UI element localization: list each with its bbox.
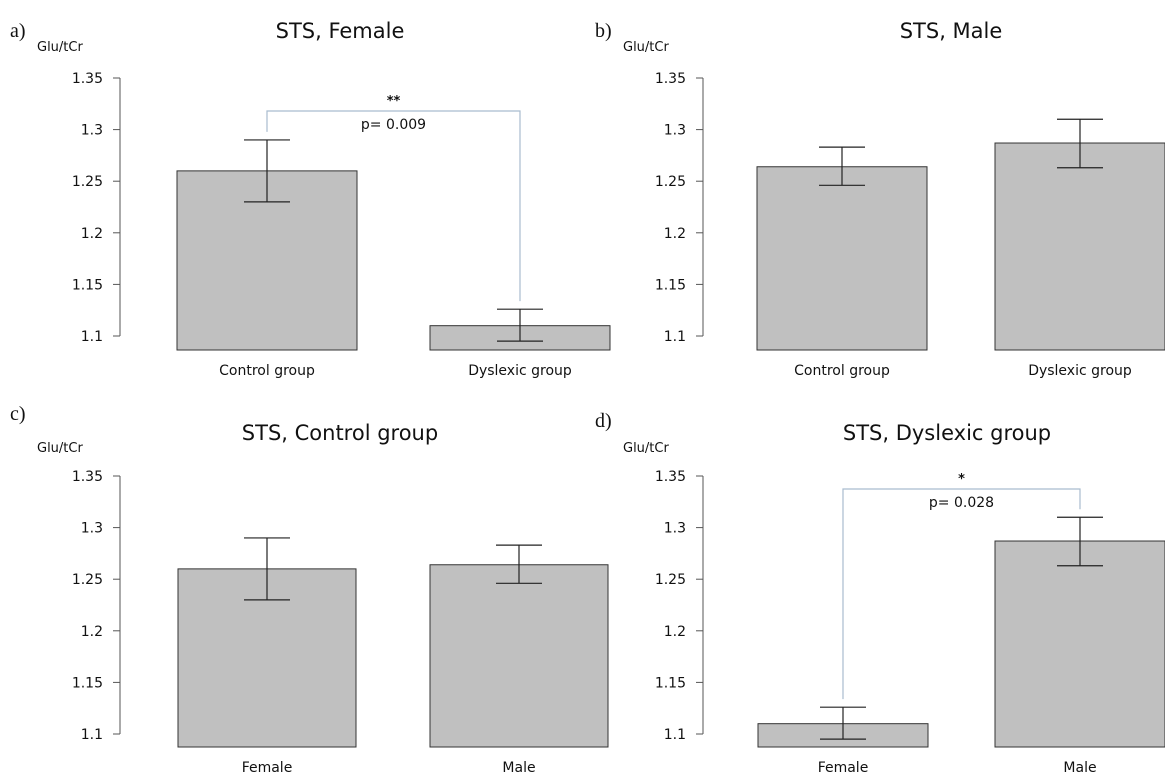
significance-bracket: [266, 110, 521, 302]
bar: [994, 540, 1165, 748]
chart-title: STS, Control group: [242, 421, 438, 445]
y-axis-label: Glu/tCr: [623, 40, 669, 55]
y-tick-label: 1.3: [81, 521, 103, 537]
y-tick-label: 1.1: [81, 329, 103, 345]
chart-panel: c) STS, Control group Glu/tCr 1.35 1.3 1.25 1.…: [10, 403, 609, 776]
y-tick-label: 1.1: [81, 727, 103, 743]
panel-letter: a): [10, 20, 26, 42]
significance-bracket: [842, 488, 1081, 700]
y-tick-label: 1.2: [664, 226, 686, 242]
y-tick-label: 1.35: [655, 71, 686, 87]
category-label: Control group: [219, 363, 315, 379]
category-label: Male: [502, 760, 535, 776]
category-label: Female: [818, 760, 869, 776]
y-tick-label: 1.35: [72, 469, 103, 485]
y-tick-label: 1.15: [655, 675, 686, 691]
y-tick-label: 1.35: [72, 71, 103, 87]
y-tick-label: 1.2: [664, 624, 686, 640]
y-tick-label: 1.25: [72, 572, 103, 588]
bar: [429, 564, 609, 748]
category-label: Female: [242, 760, 293, 776]
y-tick-label: 1.2: [81, 624, 103, 640]
y-tick-label: 1.2: [81, 226, 103, 242]
chart-panel: b) STS, Male Glu/tCr 1.35 1.3 1.25 1.2 1.15 1.1 C…: [595, 19, 1165, 379]
panel-letter: b): [595, 20, 612, 42]
y-axis-label: Glu/tCr: [623, 441, 669, 456]
y-tick-label: 1.15: [655, 277, 686, 293]
y-axis-label: Glu/tCr: [37, 441, 83, 456]
y-tick-label: 1.3: [664, 521, 686, 537]
category-label: Control group: [794, 363, 890, 379]
y-tick-label: 1.25: [655, 174, 686, 190]
category-label: Dyslexic group: [468, 363, 572, 379]
significance-stars: *: [958, 472, 965, 487]
y-tick-label: 1.35: [655, 469, 686, 485]
y-tick-label: 1.1: [664, 727, 686, 743]
category-label: Dyslexic group: [1028, 363, 1132, 379]
y-tick-label: 1.15: [72, 277, 103, 293]
y-tick-label: 1.3: [81, 123, 103, 139]
significance-stars: **: [387, 94, 401, 109]
y-tick-label: 1.25: [655, 572, 686, 588]
chart-panel: a) STS, Female Glu/tCr 1.35 1.3 1.25 1.2 1.15 1.…: [10, 19, 611, 379]
y-tick-label: 1.1: [664, 329, 686, 345]
panel-letter: d): [595, 410, 612, 432]
p-value-label: p= 0.009: [361, 117, 426, 133]
chart-panel: d) STS, Dyslexic group Glu/tCr 1.35 1.3 1.25 1…: [595, 410, 1165, 776]
chart-title: STS, Dyslexic group: [843, 421, 1051, 445]
chart-title: STS, Male: [900, 19, 1003, 43]
chart-title: STS, Female: [276, 19, 405, 43]
y-axis-label: Glu/tCr: [37, 40, 83, 55]
y-tick-label: 1.15: [72, 675, 103, 691]
p-value-label: p= 0.028: [929, 495, 994, 511]
bar: [756, 166, 928, 351]
bar: [994, 142, 1165, 351]
category-label: Male: [1063, 760, 1096, 776]
y-tick-label: 1.25: [72, 174, 103, 190]
panel-letter: c): [10, 403, 26, 425]
y-tick-label: 1.3: [664, 123, 686, 139]
